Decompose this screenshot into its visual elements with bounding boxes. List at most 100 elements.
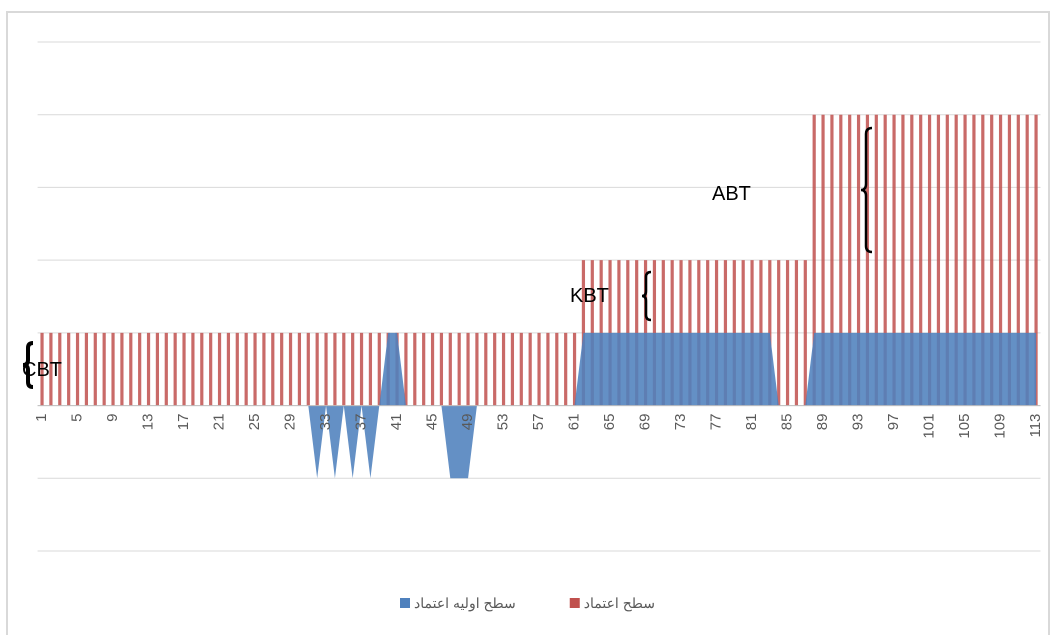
bar xyxy=(892,114,896,406)
x-tick-label: 89 xyxy=(814,414,831,431)
x-tick-label: 37 xyxy=(353,414,370,431)
x-tick-label: 85 xyxy=(779,414,796,431)
bar xyxy=(288,332,293,406)
bar xyxy=(493,332,497,406)
bar xyxy=(910,114,914,406)
brace xyxy=(860,126,873,254)
bar xyxy=(1007,114,1012,406)
bar xyxy=(93,332,97,406)
x-tick-label: 33 xyxy=(317,414,334,431)
annotation: KBT xyxy=(570,285,609,307)
bar xyxy=(697,260,701,406)
x-tick-label: 5 xyxy=(69,414,86,422)
bar xyxy=(688,260,692,406)
legend-label: سطح اولیه اعتماد xyxy=(414,595,516,612)
bar xyxy=(883,114,887,406)
bar xyxy=(253,332,257,406)
bar xyxy=(590,260,594,406)
x-tick-label: 17 xyxy=(175,414,192,431)
bar xyxy=(821,114,825,406)
bar xyxy=(945,114,949,406)
bar xyxy=(723,260,728,406)
bar xyxy=(501,332,506,406)
bar xyxy=(58,332,62,406)
bar xyxy=(626,260,630,406)
bar xyxy=(67,332,71,406)
bar xyxy=(919,114,923,406)
legend-swatch xyxy=(569,598,580,608)
bar xyxy=(750,260,754,406)
bar xyxy=(351,332,355,406)
bar xyxy=(422,332,426,406)
x-tick-label: 53 xyxy=(495,414,512,431)
bar xyxy=(794,260,799,406)
bar xyxy=(998,114,1003,406)
bar xyxy=(759,260,763,406)
bar xyxy=(457,332,461,406)
bar xyxy=(768,260,772,406)
bar xyxy=(528,332,532,406)
bar xyxy=(324,332,328,406)
bar xyxy=(599,260,603,406)
bar xyxy=(235,332,239,406)
bar xyxy=(173,332,177,406)
bar xyxy=(652,260,657,406)
bar xyxy=(936,114,941,406)
bar xyxy=(448,332,452,406)
bar xyxy=(706,260,710,406)
annotation: ABT xyxy=(712,183,751,205)
x-tick-label: 41 xyxy=(388,414,405,431)
bar xyxy=(865,114,870,406)
bar xyxy=(839,114,843,406)
x-tick-label: 1 xyxy=(33,414,50,422)
x-tick-label: 77 xyxy=(708,414,725,431)
legend-swatch xyxy=(400,598,410,608)
x-tick-label: 21 xyxy=(211,414,228,431)
brace xyxy=(22,341,34,389)
bar xyxy=(732,260,736,406)
bar xyxy=(120,332,124,406)
bar xyxy=(954,114,958,406)
bar xyxy=(377,332,381,406)
bar xyxy=(1034,114,1038,406)
bar xyxy=(519,332,523,406)
bar xyxy=(359,332,364,406)
bar xyxy=(49,332,53,406)
x-tick-label: 113 xyxy=(1027,414,1044,438)
bar xyxy=(990,114,994,406)
bar xyxy=(643,260,648,406)
annotation: CBT xyxy=(22,359,62,381)
bar xyxy=(484,332,488,406)
bar xyxy=(812,114,816,406)
bar xyxy=(564,332,568,406)
bar xyxy=(581,260,586,406)
bar xyxy=(608,260,612,406)
bar xyxy=(164,332,168,406)
bar xyxy=(404,332,408,406)
bar xyxy=(129,332,133,406)
bar xyxy=(342,332,346,406)
x-tick-label: 93 xyxy=(850,414,867,431)
bar xyxy=(217,332,222,406)
x-tick-label: 9 xyxy=(104,414,121,422)
x-tick-label: 109 xyxy=(992,414,1009,439)
bar xyxy=(670,260,674,406)
x-tick-label: 29 xyxy=(282,414,299,431)
bar xyxy=(84,332,89,406)
bar xyxy=(777,260,781,406)
bar xyxy=(510,332,515,406)
bar xyxy=(75,332,80,406)
bar xyxy=(271,332,275,406)
x-tick-label: 101 xyxy=(921,414,938,439)
bar xyxy=(333,332,337,406)
plot xyxy=(37,114,1041,479)
bar xyxy=(848,114,852,406)
x-tick-label: 81 xyxy=(743,414,760,431)
bar xyxy=(475,332,479,406)
bar xyxy=(146,332,151,406)
x-tick-label: 45 xyxy=(424,414,441,431)
bar xyxy=(617,260,621,406)
bar xyxy=(439,332,444,406)
bar xyxy=(741,260,745,406)
bar xyxy=(546,332,550,406)
